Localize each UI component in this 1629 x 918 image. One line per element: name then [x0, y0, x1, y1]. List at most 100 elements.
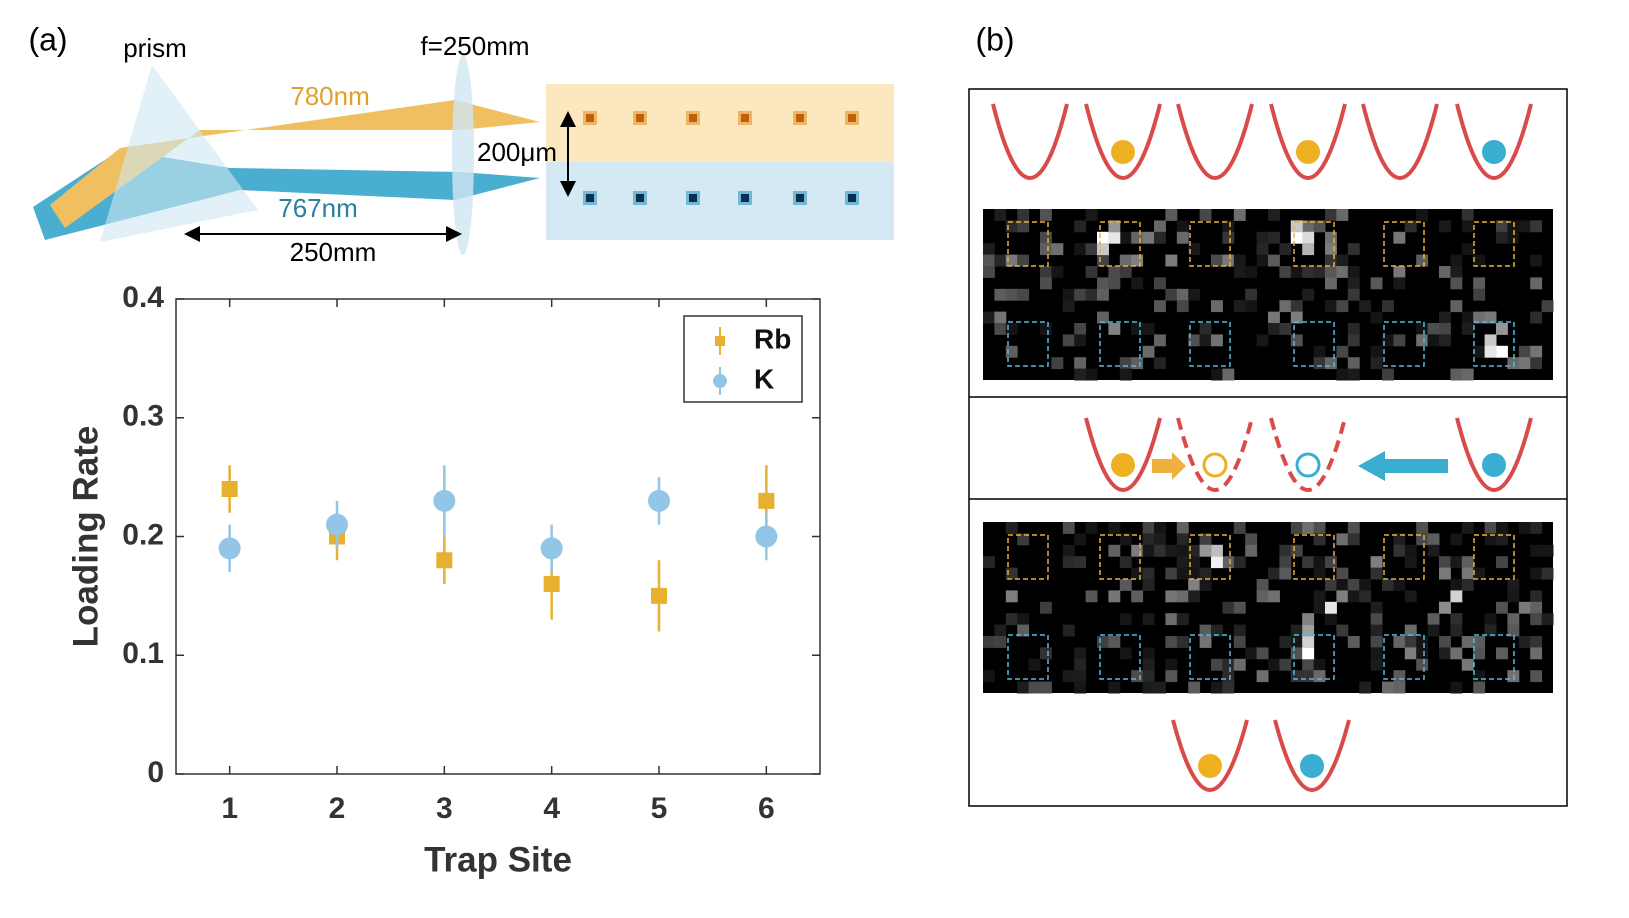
pixel [1518, 636, 1531, 648]
pixel [1530, 277, 1543, 290]
pixel [1245, 533, 1258, 546]
pixel [1302, 613, 1315, 626]
pixel [1017, 220, 1030, 233]
pixel [1165, 658, 1178, 671]
pixel [1507, 613, 1520, 626]
pixel [1393, 266, 1406, 278]
roi [1007, 534, 1049, 580]
pixel [1290, 670, 1303, 683]
pixel [1097, 288, 1109, 301]
pixel [1108, 681, 1121, 694]
pixel [1256, 231, 1269, 244]
pixel [1245, 288, 1258, 301]
pixel [1336, 624, 1349, 637]
pixel [1062, 334, 1075, 347]
pixel [1211, 334, 1223, 347]
pixel [1382, 681, 1394, 694]
pixel [1450, 277, 1463, 290]
pixel [1097, 277, 1109, 290]
pixel [1245, 647, 1258, 660]
pixel [1085, 209, 1098, 221]
pixel [1325, 556, 1337, 569]
pixel [1302, 670, 1315, 683]
pixel [1484, 311, 1497, 324]
pixel [1461, 243, 1474, 256]
pixel [1530, 357, 1543, 370]
label: 200μm [477, 137, 557, 167]
pixel [1040, 681, 1052, 694]
pixel [1302, 647, 1315, 660]
pixel [1359, 681, 1372, 694]
pixel [1473, 636, 1486, 648]
pixel [1541, 544, 1554, 557]
pixel [1404, 590, 1417, 603]
pixel [1450, 624, 1463, 637]
pixel [1473, 254, 1486, 267]
atom [1295, 452, 1321, 478]
pixel [1119, 357, 1132, 370]
pixel [1473, 277, 1486, 290]
spot [796, 194, 804, 202]
label: prism [123, 33, 187, 63]
pixel [1188, 334, 1201, 347]
label: 767nm [278, 193, 358, 223]
pixel [1507, 624, 1520, 637]
pixel [1131, 590, 1144, 603]
pixel [1176, 613, 1189, 626]
pixel [1108, 231, 1121, 244]
pixel [1211, 368, 1223, 381]
pixel [1450, 647, 1463, 660]
pixel [1313, 590, 1326, 603]
pixel [1393, 544, 1406, 557]
pixel [1461, 658, 1474, 671]
pixel [1131, 670, 1144, 683]
pixel [1325, 579, 1337, 591]
pixel [1325, 209, 1337, 221]
pixel [1439, 311, 1451, 324]
pixel [1131, 254, 1144, 267]
spot [586, 114, 594, 122]
pixel [1279, 636, 1292, 648]
pixel [1496, 345, 1508, 358]
pixel [1108, 544, 1121, 557]
pixel [1290, 636, 1303, 648]
pixel [1461, 522, 1474, 534]
pixel [1142, 323, 1155, 335]
pixel [1176, 288, 1189, 301]
pixel [1347, 590, 1360, 603]
pixel [1108, 636, 1121, 648]
pixel [994, 254, 1007, 267]
pixel [1119, 533, 1132, 546]
pixel [1233, 254, 1246, 267]
pixel [1188, 681, 1201, 694]
pixel [1370, 277, 1383, 290]
pixel [994, 323, 1007, 335]
pixel [1496, 231, 1508, 244]
pixel [1370, 345, 1383, 358]
trap [1176, 103, 1254, 180]
spot [586, 194, 594, 202]
trap [1084, 103, 1162, 180]
pixel [1154, 277, 1166, 290]
pixel [1040, 266, 1052, 278]
pixel [1040, 231, 1052, 244]
pixel [1496, 220, 1508, 233]
pixel [1222, 220, 1235, 233]
pixel [1074, 658, 1087, 671]
pixel [994, 209, 1007, 221]
roi [1099, 634, 1141, 680]
pixel [1176, 231, 1189, 244]
roi [1099, 221, 1141, 267]
pixel [1085, 590, 1098, 603]
pixel [1017, 533, 1030, 546]
pixel [983, 243, 995, 256]
pixel [1211, 556, 1223, 569]
pixel [1325, 601, 1337, 614]
pixel [1211, 300, 1223, 313]
pixel [1154, 300, 1166, 313]
pixel [1359, 590, 1372, 603]
pixel [1496, 556, 1508, 569]
x-axis-label: Trap Site [424, 840, 572, 879]
image-rb [546, 84, 894, 162]
pixel [1268, 567, 1280, 580]
